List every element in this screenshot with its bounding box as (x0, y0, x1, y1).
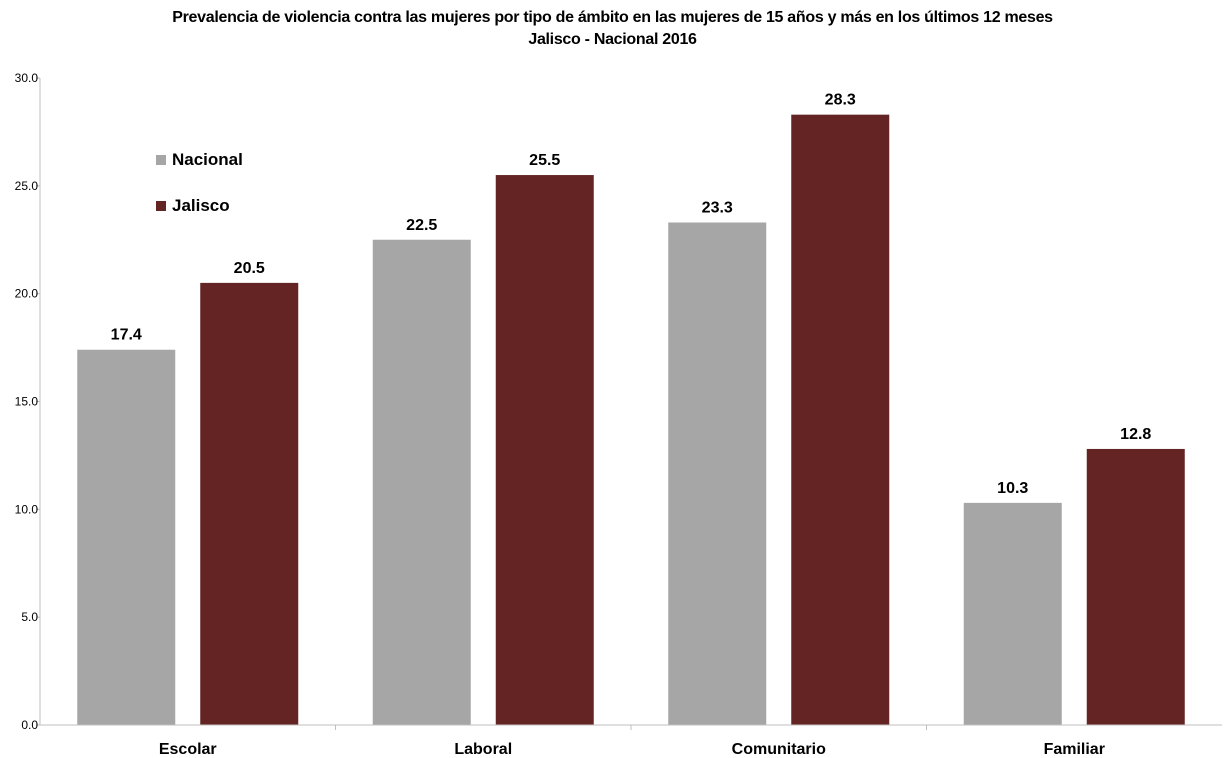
chart-subtitle: Jalisco - Nacional 2016 (528, 31, 697, 48)
y-tick-label: 20.0 (15, 287, 39, 301)
legend-item-jalisco: Jalisco (156, 194, 243, 218)
legend-swatch-jalisco (156, 201, 166, 211)
x-tick-label-comunitario: Comunitario (732, 741, 826, 758)
x-tick-label-familiar: Familiar (1044, 741, 1105, 758)
data-label-nacional-laboral: 22.5 (406, 217, 437, 234)
y-tick-label: 0.0 (21, 718, 38, 732)
data-label-nacional-familiar: 10.3 (997, 480, 1028, 497)
data-label-jalisco-escolar: 20.5 (234, 260, 265, 277)
legend: Nacional Jalisco (156, 148, 243, 240)
data-label-nacional-comunitario: 23.3 (702, 199, 733, 216)
bar-nacional-escolar (77, 349, 176, 725)
legend-label-jalisco: Jalisco (172, 196, 230, 215)
bar-jalisco-laboral (495, 175, 594, 726)
data-label-jalisco-comunitario: 28.3 (825, 92, 856, 109)
bars: 17.4 20.5 22.5 25.5 23.3 28.3 10.3 12.8 (77, 92, 1185, 726)
y-tick-label: 30.0 (15, 71, 39, 85)
y-tick-label: 10.0 (15, 502, 39, 516)
bar-jalisco-comunitario (791, 114, 890, 725)
y-tick-label: 15.0 (15, 395, 39, 409)
legend-item-nacional: Nacional (156, 148, 243, 172)
chart-title: Prevalencia de violencia contra las muje… (172, 9, 1053, 26)
legend-swatch-nacional (156, 155, 166, 165)
data-label-jalisco-familiar: 12.8 (1120, 426, 1151, 443)
y-axis: 0.0 5.0 10.0 15.0 20.0 25.0 30.0 (15, 71, 41, 732)
bar-nacional-laboral (372, 239, 471, 725)
y-tick-label: 25.0 (15, 179, 39, 193)
x-tick-label-escolar: Escolar (159, 741, 217, 758)
bar-nacional-comunitario (668, 222, 767, 725)
x-tick-label-laboral: Laboral (454, 741, 512, 758)
data-label-jalisco-laboral: 25.5 (529, 152, 560, 169)
x-axis: Escolar Laboral Comunitario Familiar (40, 724, 1222, 758)
bar-nacional-familiar (963, 502, 1062, 725)
data-label-nacional-escolar: 17.4 (111, 327, 142, 344)
legend-label-nacional: Nacional (172, 150, 243, 169)
bar-jalisco-escolar (200, 282, 299, 725)
y-tick-label: 5.0 (21, 610, 38, 624)
bar-jalisco-familiar (1086, 448, 1185, 725)
